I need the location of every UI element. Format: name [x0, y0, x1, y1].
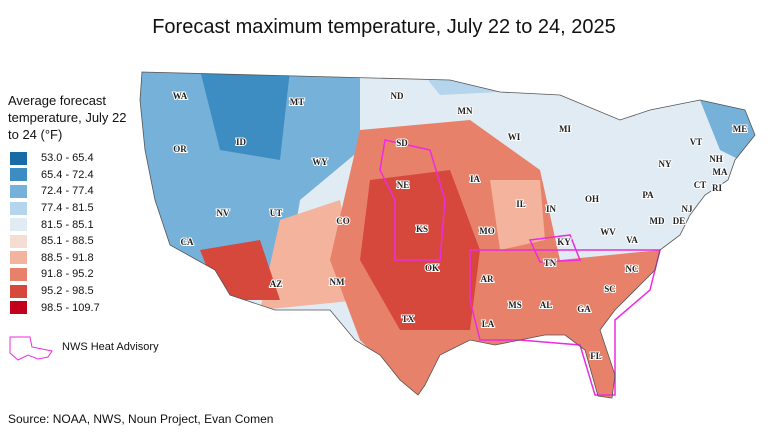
state-label: LA — [482, 319, 495, 329]
state-label: CT — [694, 180, 707, 190]
source: Source: NOAA, NWS, Noun Project, Evan Co… — [8, 412, 274, 426]
legend-swatch — [10, 218, 27, 232]
legend-item: 81.5 - 85.1 — [10, 216, 100, 233]
state-label: NV — [217, 208, 230, 218]
legend-label: 85.1 - 88.5 — [41, 235, 94, 248]
state-label: CO — [336, 216, 350, 226]
legend-label: 91.8 - 95.2 — [41, 268, 94, 281]
temperature-fill — [140, 72, 755, 398]
advisory-icon — [9, 336, 53, 361]
state-label: MO — [479, 226, 495, 236]
legend-swatch — [10, 251, 27, 265]
state-label: ME — [733, 124, 748, 134]
state-label: MT — [290, 97, 305, 107]
heat-advisory-areas — [379, 139, 661, 396]
state-label: SC — [604, 284, 616, 294]
state-label: WA — [173, 91, 188, 101]
state-label: WV — [600, 227, 616, 237]
state-label: NY — [659, 159, 672, 169]
state-label: IL — [516, 199, 526, 209]
legend-item: 53.0 - 65.4 — [10, 150, 100, 167]
state-label: AR — [481, 274, 494, 284]
legend-swatch — [10, 284, 27, 298]
legend-label: 65.4 - 72.4 — [41, 168, 94, 181]
legend-item: 65.4 - 72.4 — [10, 167, 100, 184]
state-label: IA — [470, 174, 481, 184]
legend-swatch — [10, 301, 27, 315]
legend-label: 72.4 - 77.4 — [41, 185, 94, 198]
legend-swatch — [10, 201, 27, 215]
state-label: WY — [312, 157, 328, 167]
legend-item: 95.2 - 98.5 — [10, 283, 100, 300]
state-label: DE — [673, 216, 686, 226]
legend-item: 85.1 - 88.5 — [10, 233, 100, 250]
state-label: IN — [546, 204, 557, 214]
state-label: MS — [508, 300, 522, 310]
legend-label: 81.5 - 85.1 — [41, 218, 94, 231]
state-label: TX — [402, 314, 415, 324]
state-label: NC — [626, 264, 639, 274]
advisory-label: NWS Heat Advisory — [62, 341, 159, 353]
state-label: TN — [544, 258, 557, 268]
legend-title: Average forecast temperature, July 22 to… — [8, 93, 127, 142]
legend-item: 77.4 - 81.5 — [10, 200, 100, 217]
legend-label: 77.4 - 81.5 — [41, 202, 94, 215]
legend-label: 53.0 - 65.4 — [41, 152, 94, 165]
legend-item: 91.8 - 95.2 — [10, 266, 100, 283]
state-label: NJ — [682, 204, 693, 214]
state-label: OK — [425, 263, 439, 273]
map-title: Forecast maximum temperature, July 22 to… — [152, 16, 616, 38]
state-label: AZ — [270, 279, 283, 289]
legend-swatch — [10, 267, 27, 281]
legend-item: 72.4 - 77.4 — [10, 183, 100, 200]
state-label: NE — [397, 180, 410, 190]
state-label: GA — [577, 304, 591, 314]
state-label: VT — [690, 137, 703, 147]
state-label: WI — [508, 132, 521, 142]
state-label: NM — [330, 277, 345, 287]
state-label: UT — [270, 208, 283, 218]
legend-item: 98.5 - 109.7 — [10, 299, 100, 316]
state-label: ND — [391, 91, 404, 101]
state-label: FL — [590, 351, 602, 361]
legend-swatch — [10, 151, 27, 165]
state-label: NH — [709, 154, 723, 164]
legend-swatch — [10, 184, 27, 198]
state-label: OR — [173, 144, 187, 154]
state-label: RI — [712, 183, 722, 193]
legend-label: 95.2 - 98.5 — [41, 285, 94, 298]
state-labels: WA MT ND OR ID SD MN WI MI ME WY NV UT NE IA IL IN OH PA NY… — [172, 90, 749, 362]
state-label: MD — [650, 216, 665, 226]
state-label: MN — [458, 106, 473, 116]
state-label: AL — [540, 300, 553, 310]
legend-swatch — [10, 234, 27, 248]
legend: 53.0 - 65.4 65.4 - 72.4 72.4 - 77.4 77.4 - … — [10, 150, 100, 316]
state-label: SD — [396, 138, 408, 148]
state-label: ID — [236, 137, 247, 147]
state-label: OH — [585, 194, 599, 204]
state-label: CA — [181, 237, 194, 247]
legend-swatch — [10, 168, 27, 182]
state-label: PA — [642, 190, 654, 200]
state-label: MA — [713, 167, 728, 177]
state-label: KY — [557, 237, 571, 247]
legend-label: 98.5 - 109.7 — [41, 301, 100, 314]
state-label: KS — [416, 224, 428, 234]
state-label: VA — [626, 235, 638, 245]
legend-label: 88.5 - 91.8 — [41, 251, 94, 264]
state-label: MI — [559, 124, 571, 134]
advisory-legend: NWS Heat Advisory — [8, 333, 159, 361]
legend-item: 88.5 - 91.8 — [10, 250, 100, 267]
